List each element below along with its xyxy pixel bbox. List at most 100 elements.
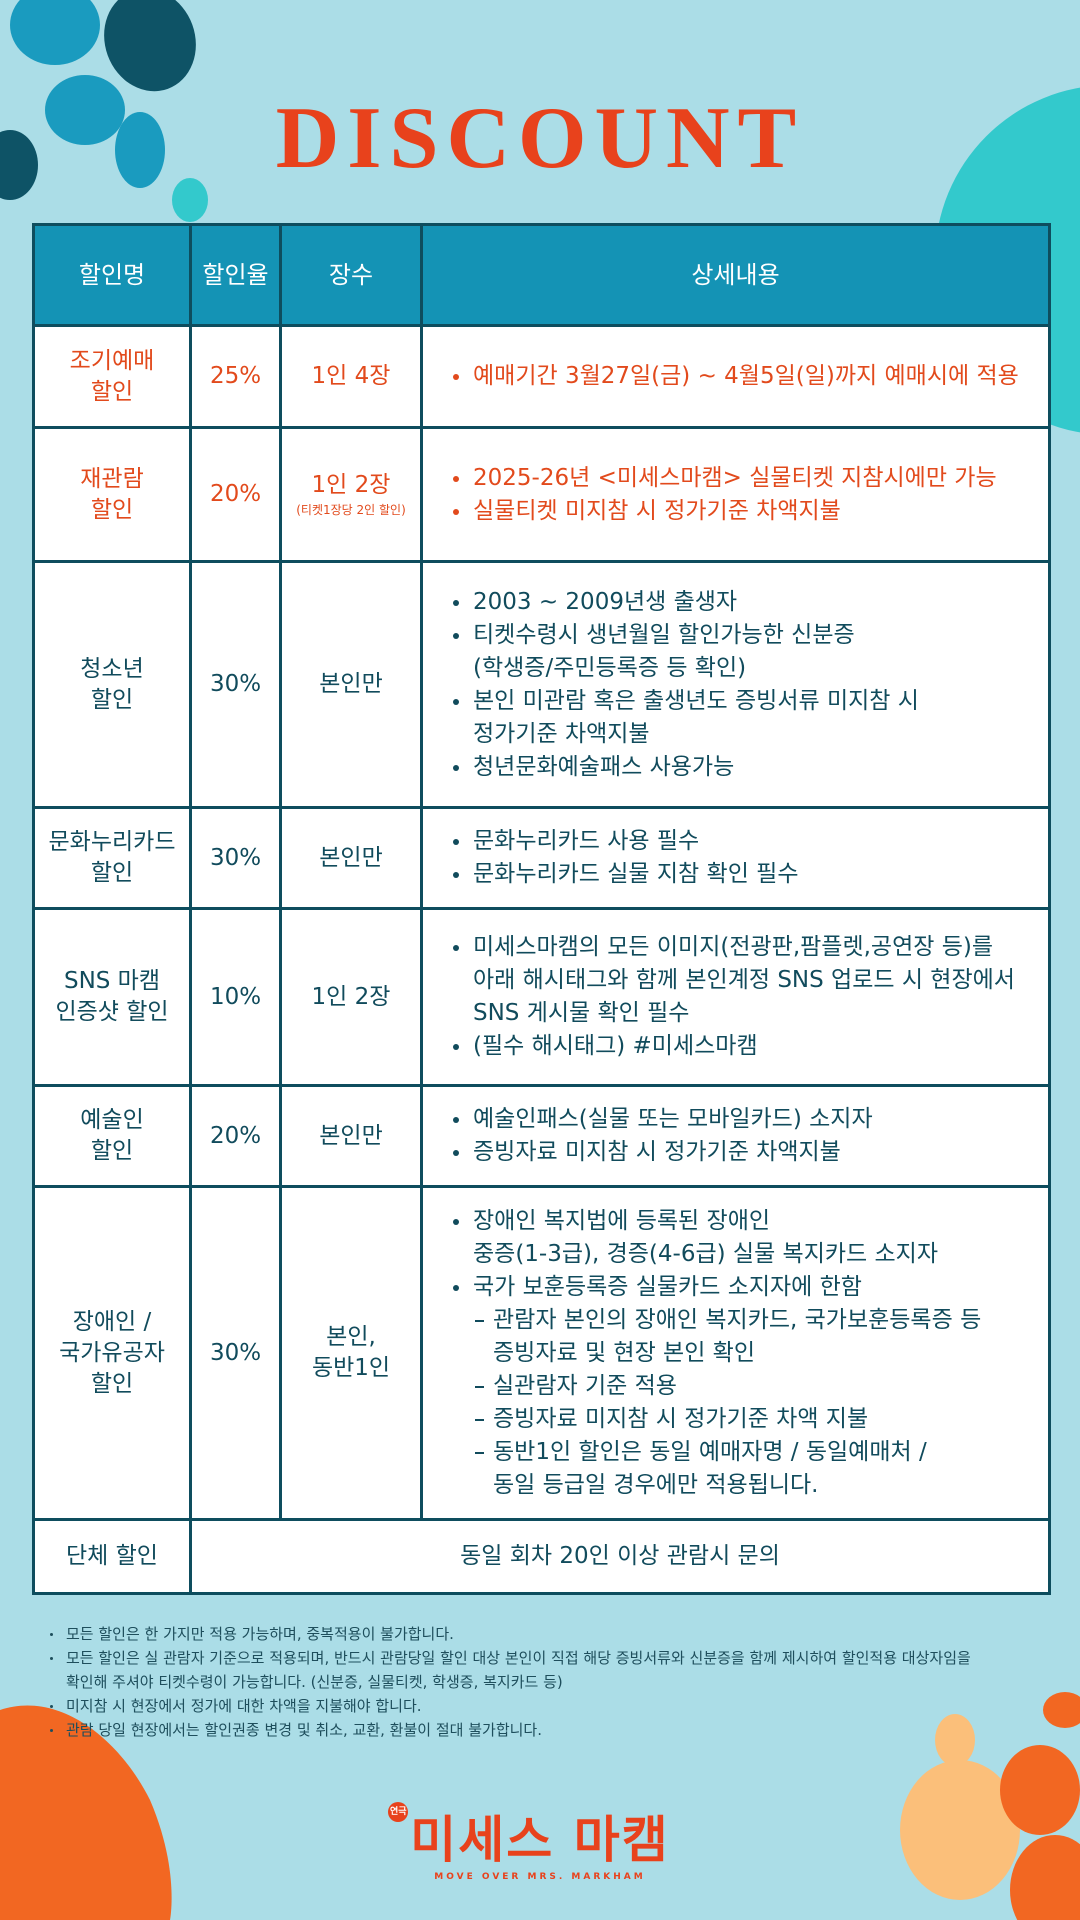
discount-name: 조기예매: [69, 347, 155, 374]
note-item: 미지참 시 현장에서 정가에 대한 차액을 지불해야 합니다.: [48, 1694, 1038, 1718]
discount-name: 할인: [90, 496, 134, 523]
discount-row: 문화누리카드 할인 30% 본인만 문화누리카드 사용 필수 문화누리카드 실물 지참 확…: [32, 806, 1051, 910]
count: 본인만: [319, 671, 383, 697]
discount-name: 문화누리카드: [48, 829, 176, 855]
detail-line: 관람자 본인의 장애인 복지카드, 국가보훈등록증 등: [493, 1306, 982, 1333]
detail-item: 청년문화예술패스 사용가능: [451, 751, 1040, 784]
detail-item: 증빙자료 미지참 시 정가기준 차액지불: [451, 1136, 1040, 1169]
header-cell: 할인명: [32, 223, 192, 327]
count: 동반1인: [311, 1355, 391, 1381]
detail-line: (필수 해시태그) #미세스마캠: [473, 1033, 758, 1059]
count-cell: 1인 2장: [279, 907, 423, 1087]
detail-item: 예매기간 3월27일(금) ~ 4월5일(일)까지 예매시에 적용: [451, 360, 1040, 393]
logo-subtitle: MOVE OVER MRS. MARKHAM: [434, 1872, 646, 1882]
detail-line: 티켓수령시 생년월일 할인가능한 신분증: [473, 621, 855, 648]
detail-line: 증빙자료 미지참 시 정가기준 차액 지불: [493, 1405, 869, 1432]
note-line: 확인해 주셔야 티켓수령이 가능합니다. (신분증, 실물티켓, 학생증, 복지…: [66, 1673, 563, 1691]
discount-name: 할인: [90, 860, 134, 886]
rate-cell: 10%: [189, 907, 282, 1087]
name-cell: 장애인 / 국가유공자 할인: [32, 1185, 192, 1521]
detail-line: 청년문화예술패스 사용가능: [473, 753, 735, 780]
count: 본인만: [319, 1122, 383, 1149]
count-note: (티켓1장당 2인 할인): [296, 503, 406, 517]
detail-line: 정가기준 차액지불: [473, 720, 650, 747]
name-cell: 청소년 할인: [32, 560, 192, 809]
detail-line: 2003 ~ 2009년생 출생자: [473, 588, 738, 615]
note-line: 관람 당일 현장에서는 할인권종 변경 및 취소, 교환, 환불이 절대 불가합…: [66, 1721, 542, 1739]
detail-item: 국가 보훈등록증 실물카드 소지자에 한함: [451, 1271, 1040, 1304]
detail-subitem: 실관람자 기준 적용: [451, 1370, 1040, 1403]
detail-line: 본인 미관람 혹은 출생년도 증빙서류 미지참 시: [473, 687, 919, 714]
detail-cell: 2025-26년 <미세스마캠> 실물티켓 지참시에만 가능 실물티켓 미지참 시…: [420, 426, 1051, 563]
group-text-cell: 동일 회차 20인 이상 관람시 문의: [189, 1518, 1051, 1595]
detail-cell: 장애인 복지법에 등록된 장애인 중증(1-3급), 경증(4-6급) 실물 복지…: [420, 1185, 1051, 1521]
discount-name: 인증샷 할인: [55, 999, 169, 1025]
detail-item: 미세스마캠의 모든 이미지(전광판,팜플렛,공연장 등)를 아래 해시태그와 함께…: [451, 931, 1040, 1030]
title: DISCOUNT: [275, 90, 805, 187]
count-cell: 본인, 동반1인: [279, 1185, 423, 1521]
discount-name: SNS 마캠: [63, 968, 161, 994]
detail-item: 문화누리카드 사용 필수: [451, 825, 1040, 858]
discount-row: 조기예매 할인 25% 1인 4장 예매기간 3월27일(금) ~ 4월5일(일)까지 …: [32, 324, 1051, 429]
note-item: 관람 당일 현장에서는 할인권종 변경 및 취소, 교환, 환불이 절대 불가합…: [48, 1718, 1038, 1742]
note-item: 모든 할인은 한 가지만 적용 가능하며, 중복적용이 불가합니다.: [48, 1622, 1038, 1646]
notes: 모든 할인은 한 가지만 적용 가능하며, 중복적용이 불가합니다. 모든 할인은…: [48, 1622, 1038, 1742]
count-cell: 본인만: [279, 560, 423, 809]
detail-line: 중증(1-3급), 경증(4-6급) 실물 복지카드 소지자: [473, 1240, 938, 1267]
detail-item: 예술인패스(실물 또는 모바일카드) 소지자: [451, 1103, 1040, 1136]
discount-name: 예술인: [80, 1107, 144, 1133]
detail-line: 문화누리카드 실물 지참 확인 필수: [473, 861, 799, 887]
count: 1인 4장: [311, 363, 391, 389]
detail-cell: 미세스마캠의 모든 이미지(전광판,팜플렛,공연장 등)를 아래 해시태그와 함께…: [420, 907, 1051, 1087]
detail-item: 실물티켓 미지참 시 정가기준 차액지불: [451, 495, 1040, 528]
detail-line: 아래 해시태그와 함께 본인계정 SNS 업로드 시 현장에서: [473, 967, 1015, 993]
detail-line: 증빙자료 미지참 시 정가기준 차액지불: [473, 1139, 841, 1165]
rate-cell: 30%: [189, 1185, 282, 1521]
count: 1인 2장: [311, 472, 391, 498]
group-row: 단체 할인 동일 회차 20인 이상 관람시 문의: [32, 1518, 1051, 1595]
detail-item: (필수 해시태그) #미세스마캠: [451, 1030, 1040, 1063]
discount-name: 국가유공자: [59, 1339, 165, 1366]
header-row: 할인명 할인율 장수 상세내용: [32, 223, 1051, 327]
detail-line: 실물티켓 미지참 시 정가기준 차액지불: [473, 497, 841, 524]
count: 본인만: [319, 844, 383, 871]
discount-name: 할인: [90, 378, 134, 405]
count-cell: 1인 2장 (티켓1장당 2인 할인): [279, 426, 423, 563]
detail-item: 장애인 복지법에 등록된 장애인 중증(1-3급), 경증(4-6급) 실물 복지…: [451, 1205, 1040, 1271]
rate-cell: 20%: [189, 1084, 282, 1188]
discount-table: 할인명 할인율 장수 상세내용 조기예매 할인 25% 1인 4장 예매기간 3월27일(금) …: [32, 223, 1051, 1595]
note-line: 미지참 시 현장에서 정가에 대한 차액을 지불해야 합니다.: [66, 1697, 422, 1715]
detail-line: 예술인패스(실물 또는 모바일카드) 소지자: [473, 1106, 873, 1132]
note-line: 모든 할인은 실 관람자 기준으로 적용되며, 반드시 관람당일 할인 대상 본…: [66, 1649, 971, 1667]
name-cell: 예술인 할인: [32, 1084, 192, 1188]
detail-item: 티켓수령시 생년월일 할인가능한 신분증 (학생증/주민등록증 등 확인): [451, 619, 1040, 685]
count-cell: 본인만: [279, 1084, 423, 1188]
detail-line: 동반1인 할인은 동일 예매자명 / 동일예매처 /: [493, 1438, 927, 1465]
discount-row: 재관람 할인 20% 1인 2장 (티켓1장당 2인 할인) 2025-26년 <미세스마…: [32, 426, 1051, 563]
detail-item: 2003 ~ 2009년생 출생자: [451, 586, 1040, 619]
logo-name: 미세스 마캠 연극: [388, 1800, 669, 1872]
count-cell: 1인 4장: [279, 324, 423, 429]
note-item: 모든 할인은 실 관람자 기준으로 적용되며, 반드시 관람당일 할인 대상 본…: [48, 1646, 1038, 1694]
discount-name: 장애인 /: [72, 1308, 152, 1335]
count-cell: 본인만: [279, 806, 423, 910]
detail-line: 증빙자료 및 현장 본인 확인: [493, 1339, 756, 1366]
name-cell: 단체 할인: [32, 1518, 192, 1595]
discount-name: 청소년: [80, 655, 144, 682]
detail-subitem: 증빙자료 미지참 시 정가기준 차액 지불: [451, 1403, 1040, 1436]
logo: 미세스 마캠 연극 MOVE OVER MRS. MARKHAM: [0, 1800, 1080, 1882]
discount-name: 재관람: [80, 465, 144, 492]
rate-cell: 30%: [189, 560, 282, 809]
discount-row: 장애인 / 국가유공자 할인 30% 본인, 동반1인 장애인 복지법에 등록된 장애인 중증…: [32, 1185, 1051, 1521]
detail-line: 문화누리카드 사용 필수: [473, 828, 700, 854]
